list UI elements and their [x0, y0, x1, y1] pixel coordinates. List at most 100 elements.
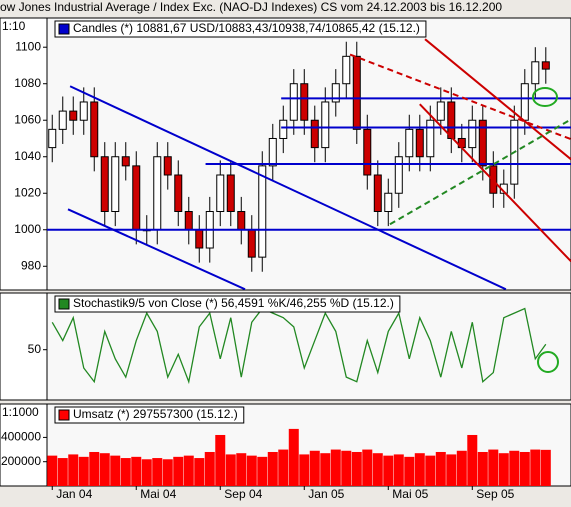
volume-bar [215, 434, 226, 486]
y-tick-label: 1040 [14, 149, 41, 163]
candle-body [321, 101, 330, 149]
legend-box [54, 20, 427, 38]
volume-bar [477, 451, 488, 486]
volume-bar [78, 456, 89, 486]
volume-bar [246, 455, 257, 486]
y-tick-label: 1020 [14, 185, 41, 199]
volume-bar [225, 454, 236, 486]
candle-body [58, 110, 67, 130]
scale-label: 1:10 [2, 19, 26, 33]
legend: Candles (*) 10881,67 USD/10883,43/10938,… [54, 20, 427, 38]
volume-bar [362, 449, 373, 486]
candle-body [48, 128, 57, 149]
volume-bar [530, 449, 541, 486]
axis-area [0, 292, 48, 401]
candle-body [247, 229, 256, 258]
volume-bar [257, 456, 268, 486]
legend-swatch [58, 409, 70, 421]
candle-body [132, 165, 141, 231]
x-tick-label: Jan 04 [56, 487, 92, 501]
volume-bar [110, 455, 121, 486]
volume-bar [131, 456, 142, 486]
y-tick-label: 200000 [1, 454, 41, 468]
candle-body [352, 55, 361, 130]
volume-bar [456, 450, 467, 486]
candle-body [79, 101, 88, 121]
candle-body [69, 110, 78, 121]
highlight-circle [532, 87, 558, 107]
candle-body [90, 101, 99, 158]
candle-body [373, 174, 382, 213]
trend-line [419, 103, 571, 263]
x-tick-label: Sep 04 [224, 487, 262, 501]
candle-body [163, 156, 172, 176]
volume-bar [341, 450, 352, 486]
page-title: ow Jones Industrial Average / Index Exc.… [0, 0, 502, 14]
legend-swatch [58, 298, 70, 310]
volume-bar [446, 454, 457, 486]
axis-area [0, 17, 48, 291]
volume-bar [267, 451, 278, 486]
candle-body [121, 156, 130, 167]
volume-bar [351, 451, 362, 486]
candle-body [300, 83, 309, 121]
candle-body [195, 229, 204, 249]
volume-bar [68, 454, 79, 486]
y-tick-label: 1100 [15, 39, 41, 53]
volume-bar [383, 455, 394, 486]
trend-line [424, 38, 571, 161]
volume-bar [183, 455, 194, 486]
trend-line [67, 208, 246, 290]
highlight-circle [537, 351, 559, 373]
volume-bar [288, 428, 299, 486]
x-tick-label: Jan 05 [308, 487, 344, 501]
candle-body [289, 83, 298, 121]
candle-body [279, 119, 288, 139]
candle-body [447, 101, 456, 139]
volume-bar [488, 449, 499, 486]
trend-line [69, 85, 507, 290]
volume-bar [393, 454, 404, 486]
volume-bar [519, 451, 530, 486]
legend-box [54, 406, 245, 424]
candle-body [216, 174, 225, 213]
volume-bar [120, 458, 131, 486]
legend-box [54, 295, 401, 313]
x-tick-label: Mai 04 [140, 487, 176, 501]
volume-bar [141, 459, 152, 486]
volume-bar [540, 449, 551, 486]
volume-bar [309, 450, 320, 486]
volume-bar [414, 453, 425, 486]
candle-body [436, 101, 445, 121]
legend-text: Umsatz (*) 297557300 (15.12.) [73, 407, 238, 421]
candle-body [153, 156, 162, 231]
volume-bar [330, 449, 341, 486]
y-tick-label: 1060 [14, 112, 41, 126]
candle-body [184, 211, 193, 231]
y-tick-label: 1000 [14, 222, 41, 236]
volume-bar [89, 451, 100, 486]
x-tick-label: Sep 05 [476, 487, 514, 501]
plot [51, 307, 547, 385]
volume-bar [194, 458, 205, 486]
plot [47, 38, 571, 290]
y-tick-label: 1080 [14, 76, 41, 90]
candle-body [331, 83, 340, 103]
plot [47, 428, 551, 486]
candle-body [468, 119, 477, 149]
volume-bar [99, 453, 110, 486]
legend: Umsatz (*) 297557300 (15.12.) [54, 406, 245, 424]
candle-body [342, 55, 351, 85]
volume-bar [57, 458, 68, 486]
volume-bar [162, 459, 173, 486]
scale-label: 1:1000 [2, 405, 39, 419]
volume-bar [152, 458, 163, 486]
legend: Stochastik9/5 von Close (*) 56,4591 %K/4… [54, 295, 401, 313]
candle-body [268, 137, 277, 167]
candle-body [541, 61, 550, 70]
y-tick-label: 980 [21, 258, 41, 272]
candle-body [310, 119, 319, 149]
trend-line [389, 118, 571, 226]
candle-body [405, 128, 414, 158]
